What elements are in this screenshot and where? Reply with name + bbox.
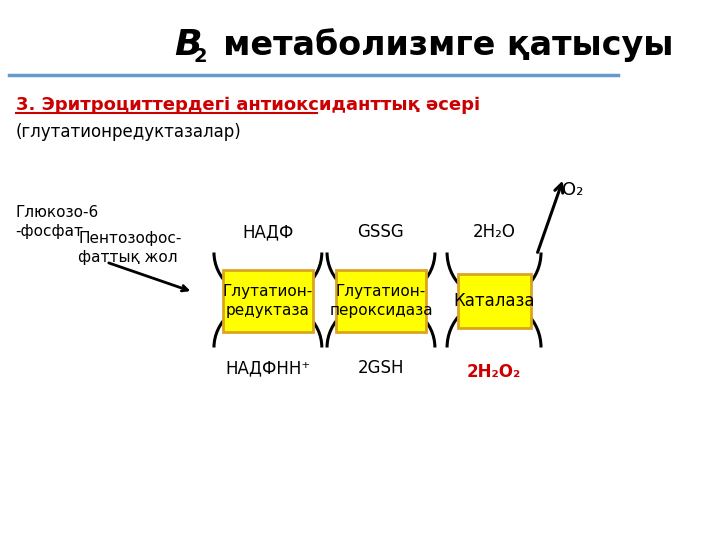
- Text: Глутатион-
пероксидаза: Глутатион- пероксидаза: [329, 284, 433, 319]
- Text: (глутатионредуктазалар): (глутатионредуктазалар): [16, 123, 241, 141]
- Text: GSSG: GSSG: [358, 223, 405, 241]
- Text: Глутатион-
редуктаза: Глутатион- редуктаза: [222, 284, 313, 319]
- Text: 3. Эритроциттердегі антиоксиданттық әсері: 3. Эритроциттердегі антиоксиданттық әсер…: [16, 96, 480, 114]
- Text: B: B: [174, 28, 202, 62]
- Text: 2GSH: 2GSH: [358, 359, 404, 377]
- Text: 2H₂O: 2H₂O: [472, 223, 516, 241]
- Text: НАДФНН⁺: НАДФНН⁺: [225, 359, 310, 377]
- Text: метаболизмге қатысуы: метаболизмге қатысуы: [200, 28, 673, 62]
- FancyBboxPatch shape: [336, 270, 426, 332]
- FancyBboxPatch shape: [457, 274, 531, 328]
- Text: Пентозофос-
фаттық жол: Пентозофос- фаттық жол: [78, 231, 181, 265]
- Text: Каталаза: Каталаза: [454, 292, 535, 310]
- Text: Глюкозо-6
-фосфат: Глюкозо-6 -фосфат: [16, 205, 99, 239]
- Text: НАДФ: НАДФ: [242, 223, 294, 241]
- Text: 2H₂O₂: 2H₂O₂: [467, 363, 521, 381]
- Text: O₂: O₂: [562, 181, 583, 199]
- FancyBboxPatch shape: [222, 270, 313, 332]
- Text: 2: 2: [193, 46, 207, 65]
